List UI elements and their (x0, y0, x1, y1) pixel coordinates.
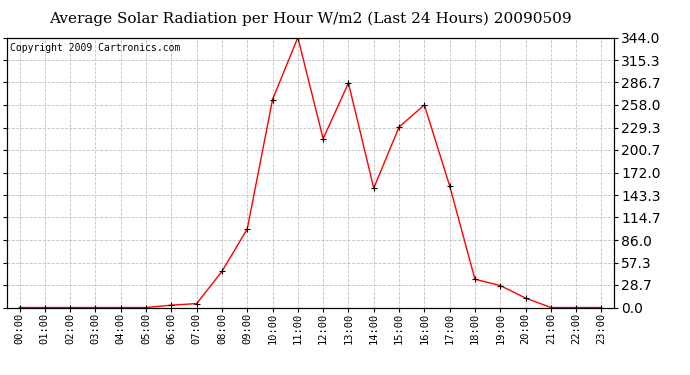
Text: Average Solar Radiation per Hour W/m2 (Last 24 Hours) 20090509: Average Solar Radiation per Hour W/m2 (L… (49, 11, 572, 26)
Text: Copyright 2009 Cartronics.com: Copyright 2009 Cartronics.com (10, 43, 180, 53)
